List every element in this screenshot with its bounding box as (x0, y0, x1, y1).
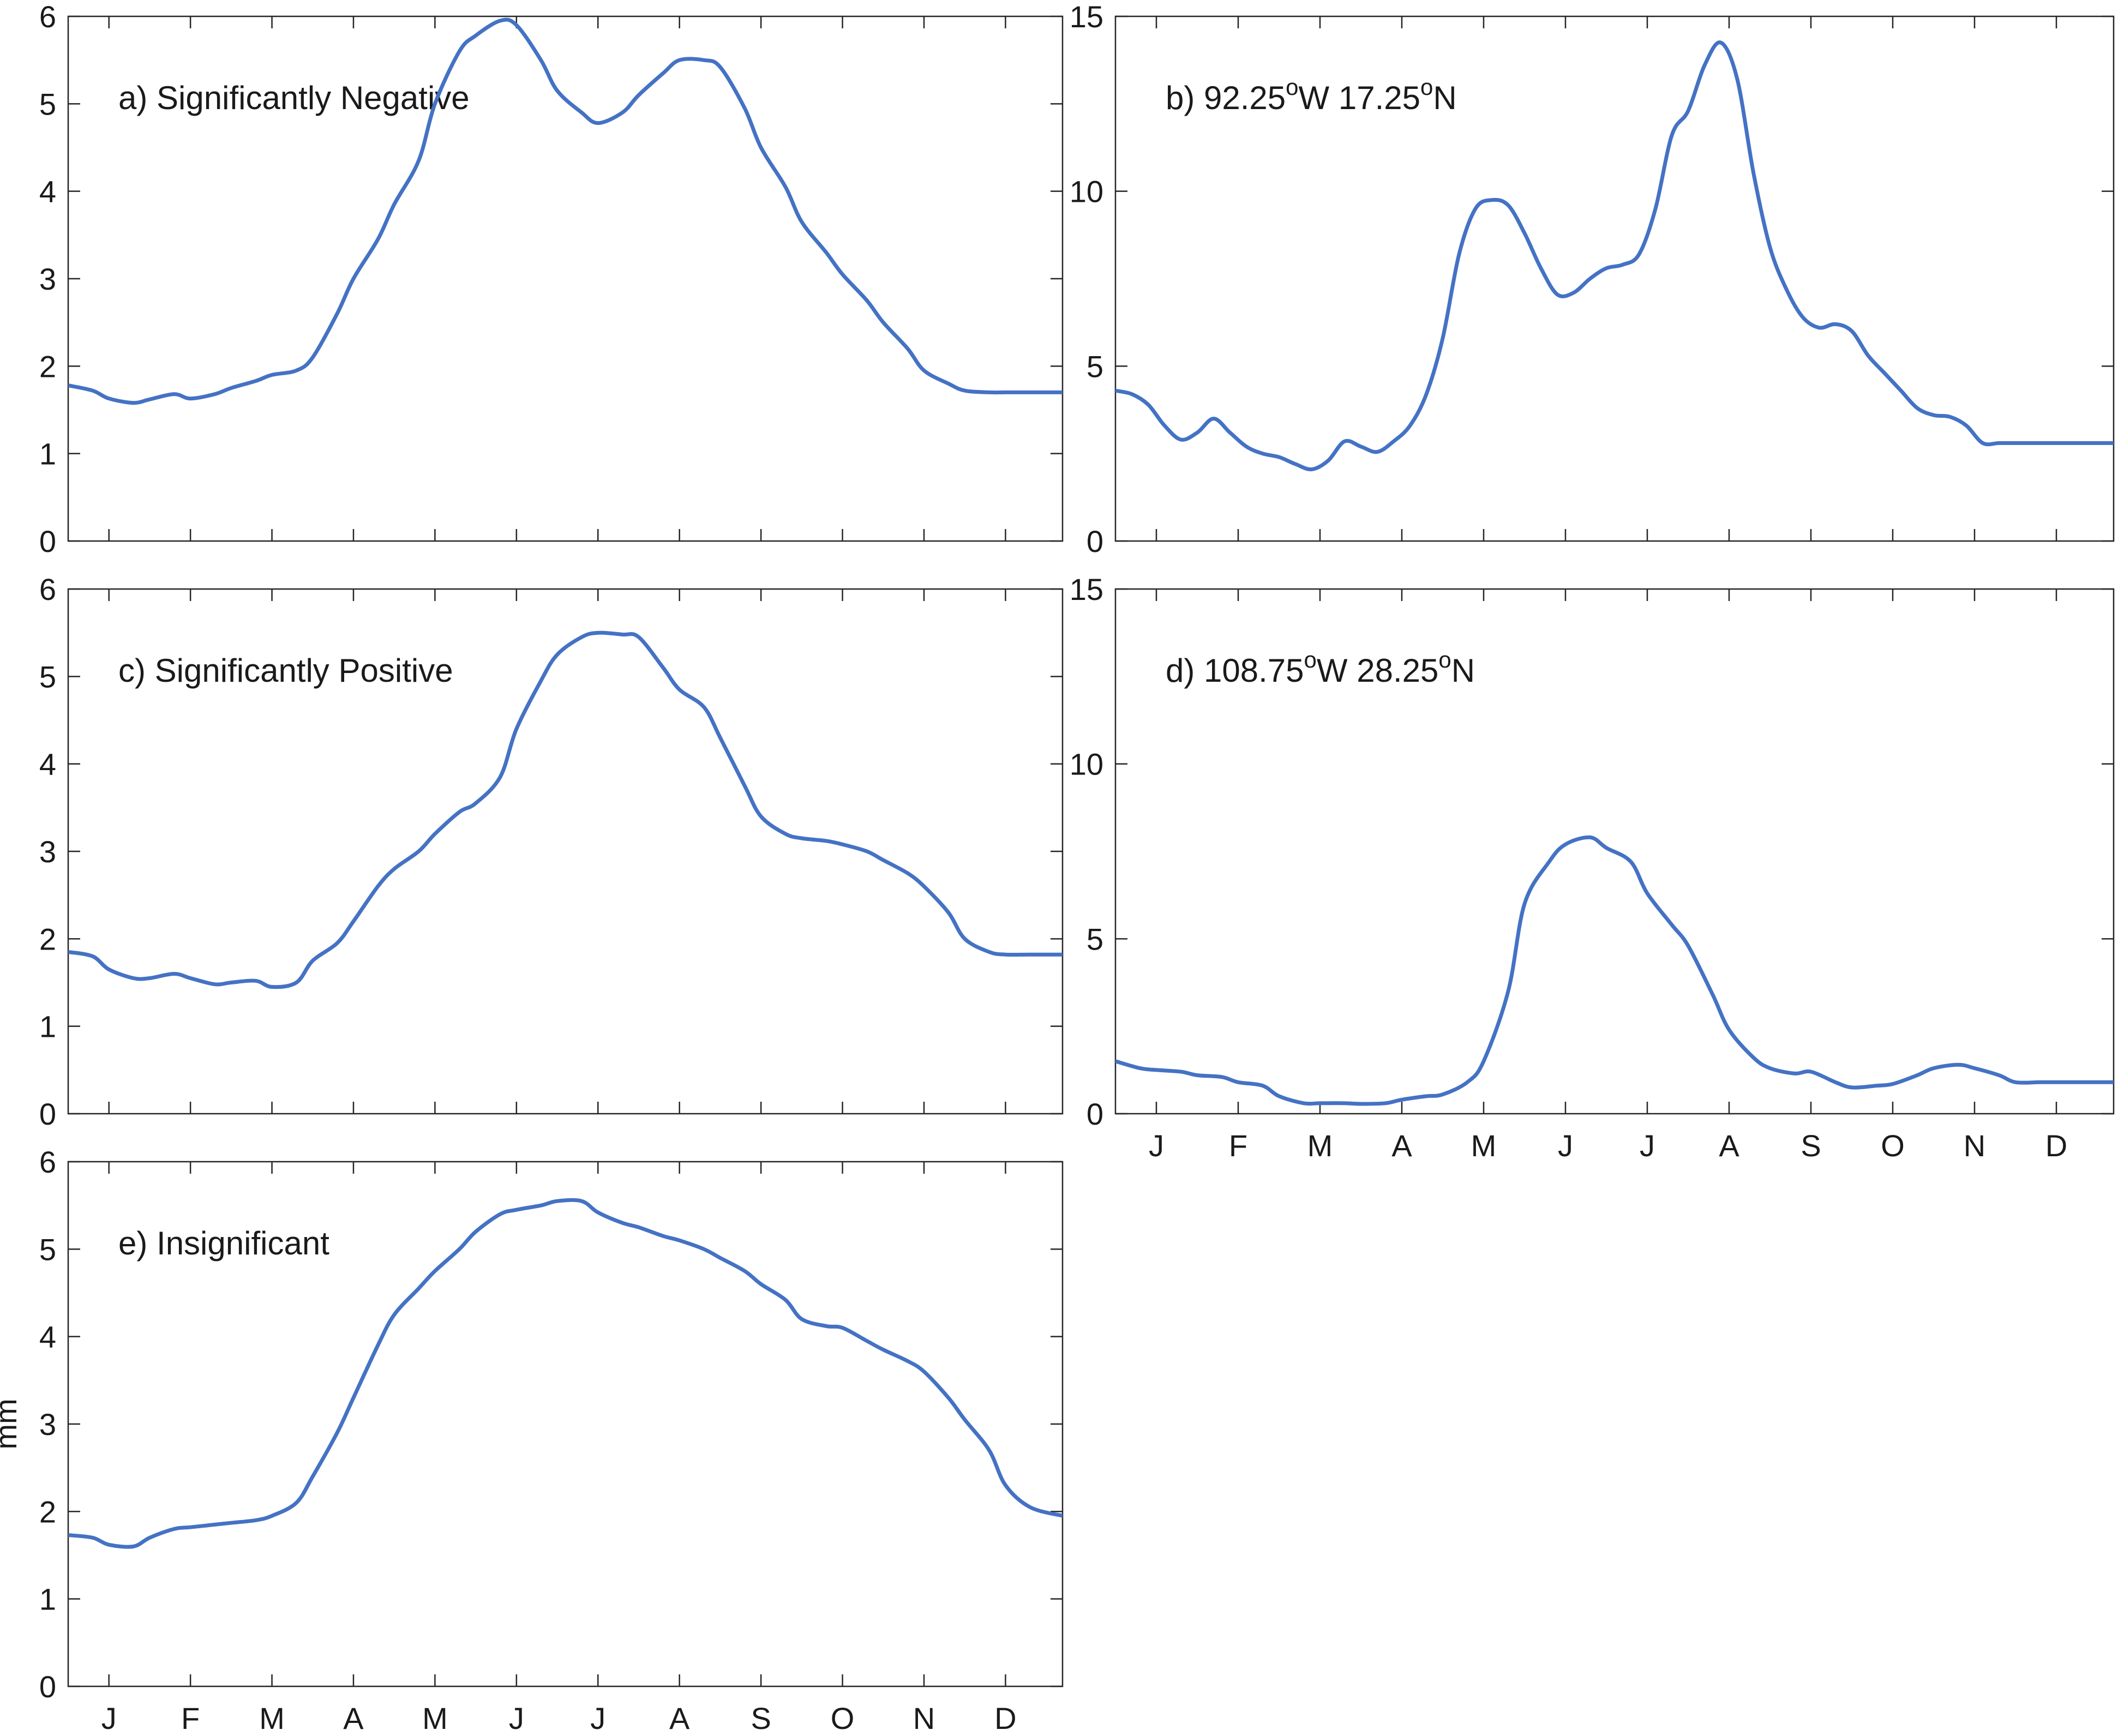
x-tick-label: F (1229, 1128, 1247, 1163)
x-tick-label: O (831, 1701, 855, 1735)
panel-label: c) Significantly Positive (118, 652, 453, 689)
x-tick-label: M (422, 1701, 448, 1735)
y-axis-label: mm (0, 1398, 23, 1449)
x-tick-label: N (913, 1701, 935, 1735)
x-tick-label: D (994, 1701, 1016, 1735)
y-tick-label: 1 (39, 1010, 56, 1044)
series-line (68, 17, 1063, 405)
x-tick-label: J (509, 1701, 524, 1735)
y-tick-label: 5 (1087, 349, 1103, 383)
panel-b: 0 5 10 15 b) 92.25oW 17.25oN (1070, 0, 2115, 558)
x-tick-label: A (343, 1701, 364, 1735)
panel-a: 0 1 2 3 4 5 6 a) Significantly Negative (39, 0, 1064, 558)
x-tick-label: A (1391, 1128, 1412, 1163)
series-line (68, 1198, 1063, 1549)
x-tick-label: A (669, 1701, 690, 1735)
y-tick-label: 0 (1087, 524, 1103, 558)
y-tick-label: 4 (39, 747, 56, 782)
y-tick-label: 5 (39, 1232, 56, 1266)
y-tick-label: 10 (1070, 747, 1103, 782)
x-tick-label: M (1471, 1128, 1497, 1163)
x-tick-label: F (181, 1701, 200, 1735)
y-tick-label: 0 (39, 1097, 56, 1131)
y-tick-label: 4 (39, 175, 56, 209)
y-tick-label: 2 (39, 349, 56, 383)
y-tick-label: 1 (39, 437, 56, 471)
x-tick-label: A (1719, 1128, 1739, 1163)
x-tick-label: J (1149, 1128, 1164, 1163)
y-tick-label: 5 (39, 87, 56, 121)
x-tick-label: J (1640, 1128, 1655, 1163)
panel-e: 0 1 2 3 4 5 6 J F M A M J J A S O N De) Insignificant mm (0, 1145, 1064, 1735)
y-tick-label: 0 (1087, 1097, 1103, 1131)
series-line (68, 630, 1063, 989)
panel-d: 0 5 10 15 J F M A M J J A S O N Dd) 108.75oW 28.25oN (1070, 572, 2115, 1163)
y-tick-label: 6 (39, 0, 56, 34)
y-tick-label: 15 (1070, 572, 1103, 606)
x-tick-label: M (259, 1701, 285, 1735)
x-tick-label: S (1801, 1128, 1821, 1163)
panel-label: e) Insignificant (118, 1225, 329, 1262)
x-tick-label: O (1881, 1128, 1905, 1163)
y-tick-label: 1 (39, 1582, 56, 1617)
y-tick-label: 3 (39, 834, 56, 869)
panel-label: b) 92.25oW 17.25oN (1166, 74, 1457, 116)
y-tick-label: 0 (39, 1669, 56, 1704)
panel-c: 0 1 2 3 4 5 6 c) Significantly Positive (39, 572, 1064, 1131)
x-tick-label: M (1307, 1128, 1333, 1163)
x-tick-label: J (1558, 1128, 1573, 1163)
series-line (1115, 835, 2114, 1106)
plot-frame (1114, 15, 2115, 542)
y-tick-label: 5 (1087, 922, 1103, 956)
y-tick-label: 6 (39, 1145, 56, 1179)
panel-label: a) Significantly Negative (118, 80, 470, 116)
series-line (1115, 40, 2114, 472)
y-tick-label: 2 (39, 922, 56, 956)
x-tick-label: J (101, 1701, 117, 1735)
y-tick-label: 3 (39, 262, 56, 296)
y-tick-label: 0 (39, 524, 56, 558)
y-tick-label: 4 (39, 1320, 56, 1354)
x-tick-label: J (590, 1701, 605, 1735)
y-tick-label: 6 (39, 572, 56, 606)
y-tick-label: 3 (39, 1407, 56, 1441)
plot-frame (1114, 588, 2115, 1115)
y-tick-label: 15 (1070, 0, 1103, 34)
y-tick-label: 5 (39, 659, 56, 694)
x-tick-label: S (751, 1701, 771, 1735)
x-tick-label: N (1964, 1128, 1985, 1163)
y-tick-label: 10 (1070, 175, 1103, 209)
panel-label: d) 108.75oW 28.25oN (1166, 647, 1475, 689)
y-tick-label: 2 (39, 1494, 56, 1529)
x-tick-label: D (2045, 1128, 2067, 1163)
